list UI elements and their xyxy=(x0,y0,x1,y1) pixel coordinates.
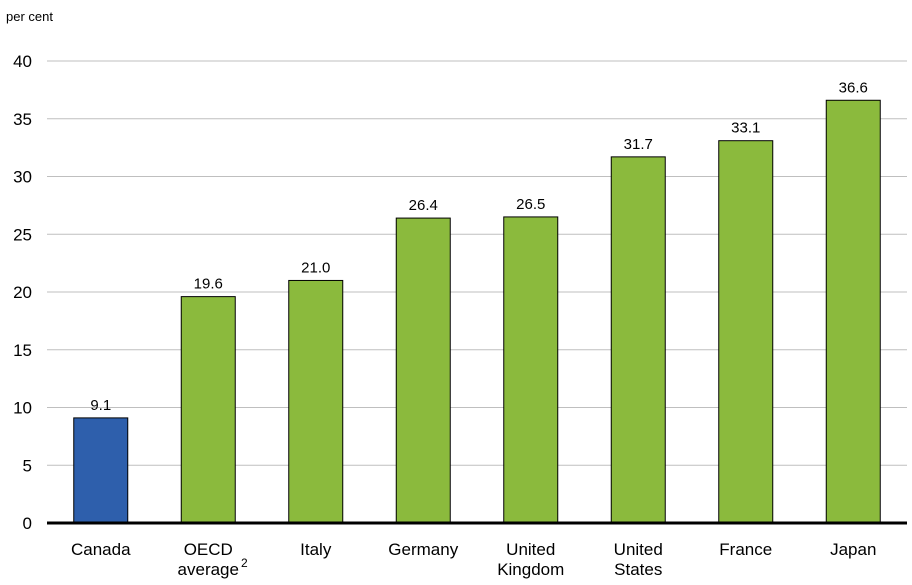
data-label: 9.1 xyxy=(90,397,111,414)
data-label: 31.7 xyxy=(624,136,653,153)
y-tick-label: 0 xyxy=(23,514,32,533)
y-tick-label: 25 xyxy=(13,225,32,244)
category-label: Japan xyxy=(830,540,876,559)
bar xyxy=(825,99,881,524)
gridlines xyxy=(47,60,907,466)
y-tick-label: 10 xyxy=(13,399,32,418)
y-tick-label: 30 xyxy=(13,168,32,187)
y-tick-label: 35 xyxy=(13,110,32,129)
category-label: United xyxy=(506,540,555,559)
data-label: 26.5 xyxy=(516,196,545,213)
data-label: 21.0 xyxy=(301,259,330,276)
data-label: 19.6 xyxy=(194,276,223,293)
data-label: 36.6 xyxy=(839,79,868,96)
bar xyxy=(395,217,451,524)
y-tick-label: 5 xyxy=(23,456,32,475)
data-labels: 9.1 19.6 21.0 26.4 26.5 31.7 33.1 36.6 xyxy=(90,79,868,414)
category-label: France xyxy=(719,540,772,559)
y-tick-label: 40 xyxy=(13,52,32,71)
data-label: 33.1 xyxy=(731,120,760,137)
y-axis-tick-labels: 0 5 10 15 20 25 30 35 40 xyxy=(13,52,32,533)
bar xyxy=(503,216,559,524)
data-label: 26.4 xyxy=(409,197,438,214)
category-label: United xyxy=(614,540,663,559)
bar xyxy=(610,156,666,524)
bar xyxy=(288,279,344,524)
category-label: Italy xyxy=(300,540,332,559)
bar xyxy=(718,140,774,524)
category-label: Germany xyxy=(388,540,458,559)
bar xyxy=(73,417,129,524)
footnote-marker: 2 xyxy=(241,556,248,570)
category-label: average xyxy=(178,560,239,579)
y-axis-unit-label: per cent xyxy=(6,9,53,24)
bars xyxy=(73,99,881,524)
bar xyxy=(180,296,236,524)
category-label: Canada xyxy=(71,540,131,559)
y-tick-label: 20 xyxy=(13,283,32,302)
category-label: OECD xyxy=(184,540,233,559)
y-tick-label: 15 xyxy=(13,341,32,360)
category-label: Kingdom xyxy=(497,560,564,579)
category-label: States xyxy=(614,560,662,579)
